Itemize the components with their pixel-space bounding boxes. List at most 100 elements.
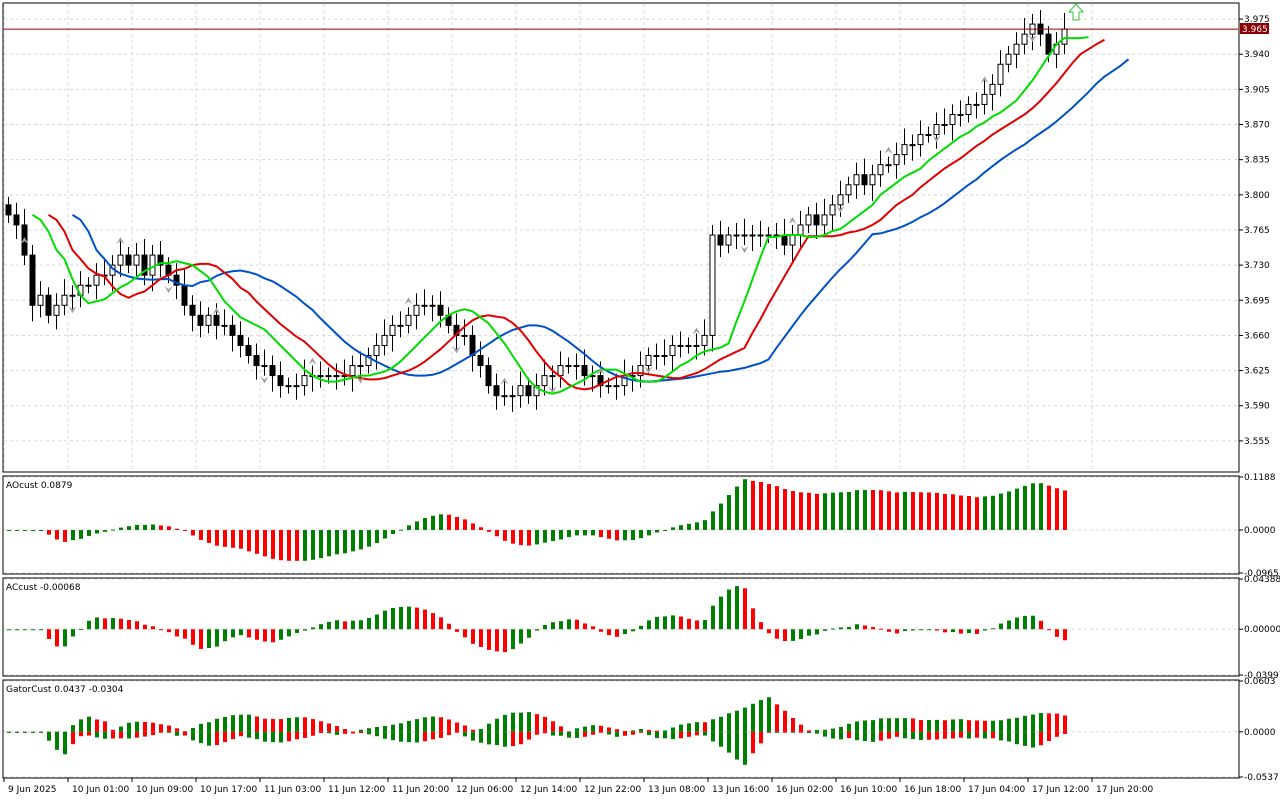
candle [221, 309, 228, 336]
gator-lower-bar [599, 731, 603, 733]
x-tick-label: 12 Jun 14:00 [520, 785, 577, 795]
ao-bar [1063, 490, 1067, 530]
gator-upper-bar [519, 712, 523, 732]
ao-bar [199, 529, 203, 540]
candle [845, 176, 852, 203]
ao-bar [615, 529, 619, 541]
x-tick-label: 17 Jun 04:00 [968, 785, 1025, 795]
ac-bar [423, 609, 427, 630]
candle [85, 277, 92, 294]
gator-lower-bar [103, 731, 107, 739]
gator-lower-bar [487, 731, 491, 745]
fractal-down-marker [356, 376, 365, 384]
gator-lower-bar [927, 731, 931, 740]
gator-lower-bar [311, 731, 315, 736]
ao-bar [631, 529, 635, 541]
ac-bar [879, 628, 883, 630]
gator-lower-bar [135, 731, 139, 738]
ao-bar [815, 493, 819, 530]
bear-candle-body [861, 174, 868, 186]
gator-upper-bar [231, 715, 235, 732]
gator-upper-bar [103, 721, 107, 732]
gator-lower-bar [343, 731, 347, 734]
gator-lower-bar [295, 731, 299, 740]
gator-lower-bar [543, 731, 547, 734]
bull-candle-body [765, 234, 772, 237]
ao-bar [143, 524, 147, 530]
x-tick-label: 10 Jun 01:00 [72, 785, 129, 795]
gator-lower-bar [695, 731, 699, 736]
ao-bar [23, 529, 27, 531]
bull-candle-body [397, 324, 404, 327]
ao-bar [391, 529, 395, 535]
ac-bar [807, 629, 811, 636]
gator-lower-bar [607, 731, 611, 735]
candle [853, 162, 860, 199]
gator-upper-bar [119, 726, 123, 732]
alligator-jaw-line [71, 58, 1130, 383]
ao-bar [119, 527, 123, 530]
gator-upper-bar [247, 714, 251, 732]
ao-bar [383, 529, 387, 539]
bull-candle-body [261, 365, 268, 368]
ac-bar [503, 629, 507, 653]
gator-lower-bar [119, 731, 123, 739]
candle [1021, 18, 1028, 55]
gator-upper-bar [839, 726, 843, 732]
fractal-up-marker [980, 76, 989, 84]
gator-upper-bar [599, 725, 603, 732]
gator-lower-bar [279, 731, 283, 743]
gator-lower-bar [303, 731, 307, 738]
ao-bar [599, 529, 603, 538]
gator-lower-bar [215, 731, 219, 746]
candle [461, 319, 468, 346]
candle [613, 373, 620, 400]
bull-candle-body [293, 385, 300, 388]
ao-bar [639, 529, 643, 539]
x-tick-label: 10 Jun 09:00 [136, 785, 193, 795]
ao-bar [335, 529, 339, 555]
ac-bar [1063, 629, 1067, 641]
candle [741, 218, 748, 246]
ao-bar [775, 486, 779, 530]
bull-candle-body [709, 234, 716, 336]
ac-bar [791, 629, 795, 641]
ac-bar [31, 629, 35, 631]
gator-lower-bar [199, 731, 203, 744]
ao-bar [319, 529, 323, 559]
candle [349, 355, 356, 392]
gator-upper-bar [159, 724, 163, 732]
gator-lower-bar [399, 731, 403, 742]
ao-bar [7, 529, 11, 531]
bull-candle-body [981, 93, 988, 105]
ac-bar [759, 622, 763, 630]
bull-candle-body [869, 174, 876, 186]
bull-candle-body [301, 375, 308, 387]
ac-bar [215, 629, 219, 647]
gator-lower-bar [703, 731, 707, 736]
bear-candle-body [437, 304, 444, 316]
gator-lower-bar [63, 731, 67, 755]
ao-bar [759, 481, 763, 530]
ac-bar [111, 618, 115, 630]
ao-bar [959, 495, 963, 530]
bull-candle-body [333, 375, 340, 378]
ac-bar [847, 627, 851, 630]
gator-lower-bar [1023, 731, 1027, 746]
bull-candle-body [949, 113, 956, 126]
gator-upper-bar [127, 722, 131, 732]
gator-upper-bar [503, 714, 507, 732]
ac-bar [199, 629, 203, 649]
ao-bar [943, 493, 947, 530]
x-tick-label: 11 Jun 03:00 [264, 785, 321, 795]
y-tick-label: 3.555 [1244, 437, 1270, 447]
ao-bar [647, 529, 651, 536]
gator-upper-bar [1007, 718, 1011, 732]
y-tick-label: 3.730 [1244, 261, 1270, 271]
bull-candle-body [749, 234, 756, 237]
ac-bar [263, 629, 267, 642]
gator-upper-bar [671, 727, 675, 732]
x-tick-label: 13 Jun 08:00 [648, 785, 705, 795]
gator-lower-bar [559, 731, 563, 736]
gator-upper-bar [895, 718, 899, 732]
